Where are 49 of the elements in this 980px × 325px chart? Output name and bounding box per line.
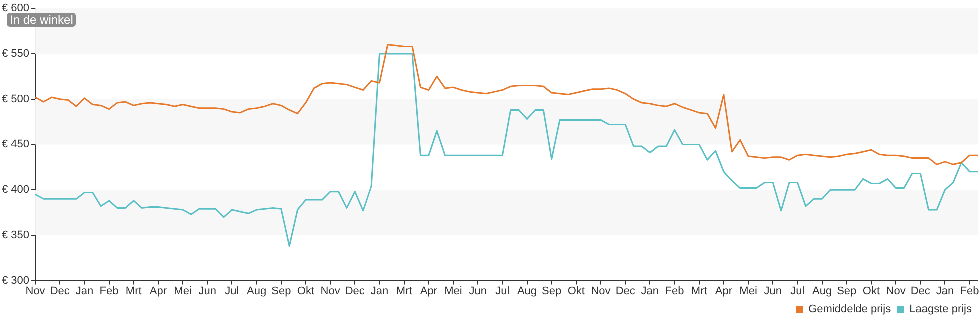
x-tick-label: Nov <box>886 285 906 298</box>
x-tick-label: Jan <box>370 285 389 298</box>
x-tick-label: Nov <box>591 285 612 298</box>
x-tick-label: Jan <box>936 285 954 298</box>
x-tick-label: Apr <box>715 285 733 298</box>
y-tick-label: € 300 <box>2 274 30 287</box>
x-tick-label: Jul <box>225 285 240 298</box>
y-tick-label: € 400 <box>2 184 30 196</box>
x-tick-label: Jun <box>469 285 487 298</box>
x-tick-label: Dec <box>616 285 636 298</box>
x-tick-label: Mrt <box>126 285 142 298</box>
x-tick-label: Mei <box>444 285 462 298</box>
x-tick-label: Sep <box>837 285 857 298</box>
y-tick-label: € 550 <box>2 48 30 60</box>
x-tick-label: Aug <box>247 285 267 298</box>
x-tick-label: Nov <box>320 285 341 298</box>
x-tick-label: Aug <box>812 285 832 298</box>
x-tick-label: Mrt <box>691 285 708 298</box>
annotation: In de winkel <box>7 13 76 27</box>
y-tick-label: € 600 <box>2 2 30 15</box>
legend-label: Gemiddelde prijs <box>808 304 892 316</box>
x-tick-label: Okt <box>297 285 315 298</box>
x-tick-label: Feb <box>665 285 684 298</box>
x-tick-label: Nov <box>26 285 46 298</box>
x-tick-label: Feb <box>100 285 119 298</box>
x-tick-label: Mrt <box>396 285 412 298</box>
x-tick-label: Jun <box>198 285 217 298</box>
y-tick-label: € 450 <box>2 138 30 151</box>
x-tick-label: Sep <box>272 285 292 298</box>
x-tick-label: Sep <box>542 285 562 298</box>
x-tick-label: Jan <box>76 285 94 298</box>
x-tick-label: Okt <box>568 285 585 298</box>
x-tick-label: Dec <box>50 285 70 298</box>
x-tick-label: Okt <box>862 285 880 298</box>
x-tick-label: Jun <box>764 285 782 298</box>
x-tick-label: Dec <box>910 285 931 298</box>
x-tick-label: Jul <box>790 285 805 298</box>
x-tick-label: Aug <box>517 285 538 298</box>
x-tick-label: Dec <box>345 285 366 298</box>
x-tick-label: Jul <box>496 285 510 298</box>
x-tick-label: Apr <box>150 285 168 298</box>
x-tick-label: Apr <box>420 285 438 298</box>
x-tick-label: Jan <box>641 285 660 298</box>
y-tick-label: € 500 <box>2 93 30 106</box>
legend-label: Laagste prijs <box>910 304 972 316</box>
x-tick-label: Mei <box>740 285 758 298</box>
x-tick-label: Mei <box>174 285 192 298</box>
y-tick-label: € 350 <box>2 229 30 242</box>
x-tick-label: Feb <box>960 285 980 298</box>
